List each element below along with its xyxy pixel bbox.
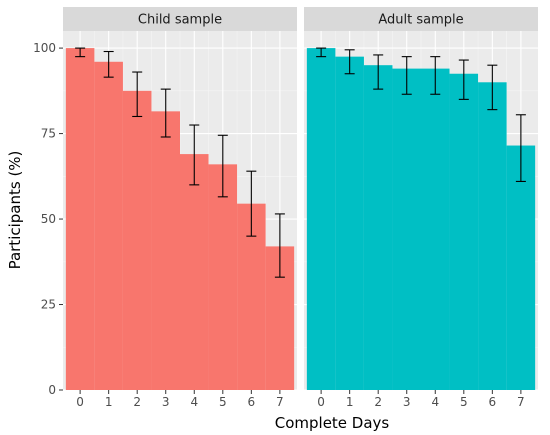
error-bar — [217, 134, 228, 198]
x-tick-label: 7 — [517, 395, 525, 409]
x-tick-label: 1 — [105, 395, 113, 409]
y-tick-label: 25 — [41, 298, 56, 312]
y-axis: 0 25 50 75 100 — [33, 41, 63, 397]
y-tick-label: 75 — [41, 127, 56, 141]
error-bar — [458, 59, 469, 100]
bar — [94, 61, 123, 391]
bar — [421, 68, 450, 390]
bar — [65, 48, 95, 390]
bar — [392, 68, 421, 390]
bar — [449, 73, 479, 390]
bar — [180, 154, 209, 390]
x-tick-label: 5 — [460, 395, 468, 409]
bar — [151, 111, 180, 390]
error-bar — [246, 170, 257, 237]
x-tick-label: 3 — [403, 395, 411, 409]
bar — [335, 56, 364, 391]
error-bar — [373, 54, 384, 90]
error-bar — [487, 64, 498, 111]
error-bar — [274, 213, 285, 278]
bar — [306, 48, 336, 390]
facet-strip-label: Adult sample — [378, 13, 463, 28]
bar — [122, 90, 152, 390]
y-axis-title: Participants (%) — [6, 151, 24, 270]
y-tick-label: 50 — [41, 212, 56, 226]
x-tick-label: 2 — [374, 395, 382, 409]
bar — [363, 65, 393, 390]
error-bar — [160, 88, 171, 138]
bar — [506, 145, 536, 390]
error-bar — [430, 56, 441, 95]
x-tick-label: 6 — [248, 395, 256, 409]
facet-strip — [63, 7, 297, 31]
x-tick-label: 4 — [190, 395, 198, 409]
bar — [208, 164, 238, 390]
error-bar — [75, 47, 86, 58]
x-tick-label: 4 — [431, 395, 439, 409]
x-tick-label: 2 — [133, 395, 141, 409]
error-bar — [344, 49, 355, 75]
x-tick-label: 5 — [219, 395, 227, 409]
error-bar — [132, 71, 143, 118]
x-tick-label: 1 — [346, 395, 354, 409]
y-tick-label: 0 — [48, 383, 56, 397]
error-bar — [103, 50, 114, 78]
y-tick-label: 100 — [33, 41, 56, 55]
x-tick-label: 6 — [489, 395, 497, 409]
x-tick-label: 0 — [76, 395, 84, 409]
facet-strip-label: Child sample — [138, 13, 222, 28]
error-bar — [316, 47, 327, 58]
x-tick-label: 0 — [317, 395, 325, 409]
error-bar — [515, 114, 526, 182]
facet-panels: Child sample Adult sample — [63, 7, 538, 391]
x-tick-label: 7 — [276, 395, 284, 409]
panel-adult: Adult sample — [304, 7, 538, 391]
facet-strip — [304, 7, 538, 31]
x-tick-label: 3 — [162, 395, 170, 409]
x-axis: 0 1 2 3 4 5 6 7 0 1 2 3 4 5 6 7 — [76, 390, 525, 409]
x-axis-title: Complete Days — [275, 414, 390, 432]
panel-child: Child sample — [63, 7, 297, 391]
error-bar — [401, 56, 412, 95]
bar — [478, 82, 507, 391]
error-bar — [189, 124, 200, 186]
